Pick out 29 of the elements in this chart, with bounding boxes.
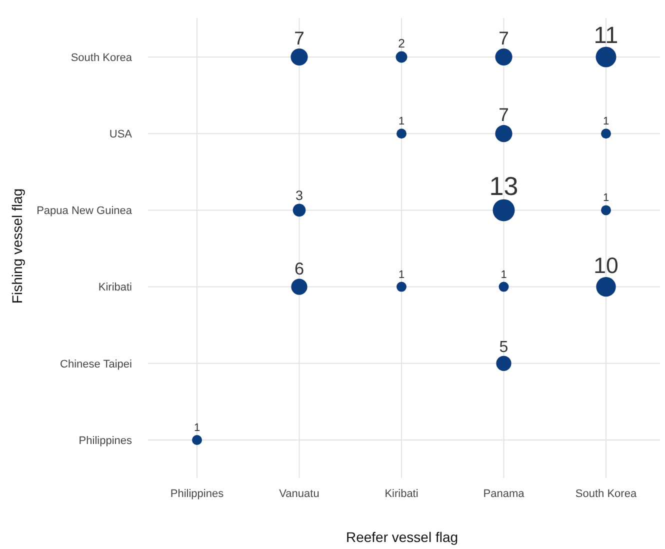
y-tick-label: Kiribati [98,282,132,294]
y-tick-label: Papua New Guinea [36,205,133,218]
data-label: 1 [602,192,610,204]
x-axis-title: Reefer vessel flag [346,529,458,545]
data-label: 10 [594,252,618,278]
data-label: 5 [499,338,508,356]
data-label: 13 [489,171,518,202]
data-label: 1 [398,268,405,281]
x-tick-label: South Korea [575,488,638,500]
y-tick-label: Philippines [78,434,132,447]
data-label: 1 [500,268,507,281]
y-tick-label: USA [109,128,133,140]
data-label: 6 [294,258,304,279]
data-label: 7 [498,104,509,126]
x-tick-label: Kiribati [384,488,418,500]
data-label: 11 [594,22,618,48]
data-label: 7 [498,27,509,48]
data-label: 1 [194,422,200,434]
data-label: 7 [294,27,304,48]
x-tick-label: Philippines [170,488,224,500]
y-tick-label: South Korea [70,52,133,64]
y-axis-title: Fishing vessel flag [9,188,25,304]
data-label: 3 [295,188,304,203]
x-tick-label: Panama [483,488,526,500]
y-tick-label: Chinese Taipei [60,358,132,370]
data-label: 2 [398,36,406,50]
data-label: 1 [398,116,405,128]
x-tick-label: Vanuatu [279,488,320,500]
data-label: 1 [602,116,610,128]
